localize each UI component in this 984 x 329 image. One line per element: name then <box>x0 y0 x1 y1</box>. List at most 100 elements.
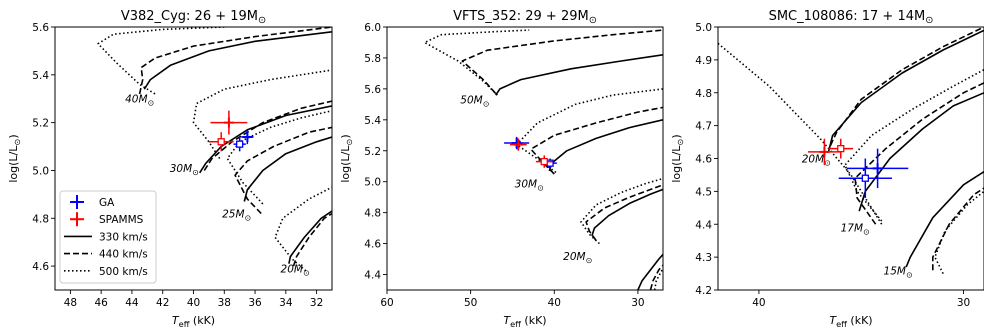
x-tick-label: 48 <box>64 297 77 309</box>
y-tick-label: 4.8 <box>695 88 712 100</box>
mass-label: 20M⊙ <box>281 263 310 277</box>
y-tick-label: 5.4 <box>364 115 381 127</box>
track-20msun-330kms <box>288 210 332 264</box>
track-20msun-440kms <box>829 27 984 146</box>
panel-vfts-352: VFTS_352: 29 + 29M⊙ 50M⊙ 30M⊙ 20M⊙ 60 50 40 30 4… <box>339 9 664 329</box>
x-tick-label: 40 <box>187 297 200 309</box>
track-30msun-440kms <box>530 106 663 175</box>
y-tick-label: 5.8 <box>364 53 381 65</box>
track-25msun-500kms <box>226 109 332 205</box>
track-20msun-440kms <box>292 212 332 267</box>
y-tick-label: 4.8 <box>32 213 49 225</box>
track-40msun-500kms <box>97 27 225 95</box>
legend-label: GA <box>99 197 115 209</box>
square-marker <box>540 157 548 166</box>
track-30msun-330kms <box>199 105 332 174</box>
y-tick-label: 4.6 <box>695 154 712 166</box>
legend-item: 500 km/s <box>64 266 148 278</box>
mass-label: 15M⊙ <box>884 265 913 279</box>
x-tick-label: 30 <box>631 297 644 309</box>
mass-label: 40M⊙ <box>125 94 154 108</box>
x-axis-label: Teff (kK) <box>503 314 546 329</box>
track-40msun-440kms <box>138 27 332 95</box>
y-tick-label: 4.8 <box>364 208 381 220</box>
y-tick-label: 6.0 <box>364 22 381 34</box>
x-tick-label: 50 <box>464 297 477 309</box>
legend-label: SPAMMS <box>99 214 144 226</box>
track-15msun-440kms <box>649 264 663 290</box>
legend-item: 440 km/s <box>64 249 148 261</box>
x-tick-label: 38 <box>218 297 231 309</box>
square-marker <box>217 138 225 146</box>
track-30msun-500kms <box>192 69 332 159</box>
spamms-point <box>808 138 841 166</box>
track-17msun-330kms <box>858 92 984 212</box>
x-tick-label: 40 <box>548 297 561 309</box>
x-tick-label: 60 <box>380 297 393 309</box>
legend: GA SPAMMS 330 km/s 440 km/s 500 km/s <box>59 190 157 284</box>
ga-point <box>846 148 909 189</box>
track-40msun-330kms <box>143 31 332 90</box>
y-tick-label: 5.2 <box>364 146 381 158</box>
x-tick-label: 44 <box>125 297 139 309</box>
x-tick-label: 34 <box>279 297 293 309</box>
track-25msun-440kms <box>234 126 332 215</box>
y-tick-label: 4.7 <box>695 121 712 133</box>
y-axis-label: log(L/L⊙) <box>7 134 22 182</box>
track-17msun-440kms <box>854 82 984 225</box>
track-15msun-330kms <box>905 171 984 268</box>
ga-point <box>504 136 530 150</box>
track-50msun-500kms <box>423 29 530 96</box>
square-marker <box>861 174 869 182</box>
x-tick-label: 32 <box>310 297 323 309</box>
track-15msun-500kms <box>934 190 984 274</box>
y-tick-label: 5.2 <box>32 118 49 130</box>
track-20msun-500kms <box>274 186 332 272</box>
ga-point <box>233 136 246 152</box>
panel-title: V382_Cyg: 26 + 19M⊙ <box>121 9 266 26</box>
tracks <box>718 27 984 274</box>
mass-label: 50M⊙ <box>460 95 489 109</box>
y-axis-label: log(L/L⊙) <box>670 134 685 182</box>
mass-label: 30M⊙ <box>170 163 199 177</box>
x-tick-label: 36 <box>248 297 262 309</box>
axes-frame <box>386 26 664 291</box>
track-50msun-330kms <box>495 54 663 96</box>
legend-item: SPAMMS <box>70 212 144 227</box>
legend-item: 330 km/s <box>64 231 148 243</box>
panel-smc-108086: SMC_108086: 17 + 14M⊙ 20M⊙ 17M⊙ 15M⊙ 40 30 4.2… <box>670 9 984 329</box>
ga-point <box>838 158 892 198</box>
x-tick-label: 30 <box>957 297 970 309</box>
y-tick-label: 4.2 <box>695 285 712 297</box>
y-tick-label: 4.3 <box>695 252 712 264</box>
track-15msun-330kms <box>637 253 663 290</box>
y-tick-label: 5.4 <box>32 70 49 82</box>
mass-label: 25M⊙ <box>222 208 251 222</box>
y-tick-label: 4.5 <box>695 186 712 198</box>
mass-label: 30M⊙ <box>515 178 544 192</box>
x-axis-label: Teff (kK) <box>829 314 872 329</box>
track-30msun-330kms <box>548 119 663 172</box>
ga-point <box>241 129 254 145</box>
y-axis-label: log(L/L⊙) <box>339 134 354 182</box>
x-axis-label: Teff (kK) <box>172 314 215 329</box>
track-15msun-500kms <box>653 267 663 290</box>
track-20msun-330kms <box>827 29 984 153</box>
track-20msun-330kms <box>591 188 663 237</box>
spamms-point <box>509 138 527 151</box>
y-tick-label: 4.9 <box>695 55 712 67</box>
y-tick-label: 5.6 <box>364 84 381 96</box>
track-50msun-440kms <box>461 29 663 95</box>
y-tick-label: 4.4 <box>695 219 712 231</box>
x-tick-label: 42 <box>156 297 169 309</box>
legend-box <box>59 190 157 284</box>
track-15msun-440kms <box>932 187 984 271</box>
y-tick-label: 4.6 <box>364 239 381 251</box>
spamms-point <box>210 110 248 135</box>
panel-v382-cyg: V382_Cyg: 26 + 19M⊙ 40M⊙ 30M⊙ 25M⊙ 20M⊙ 48 46 4… <box>7 9 333 329</box>
y-tick-label: 4.6 <box>32 261 49 273</box>
legend-label: 330 km/s <box>99 231 148 243</box>
tracks <box>97 27 332 272</box>
y-tick-label: 5.0 <box>364 177 381 189</box>
